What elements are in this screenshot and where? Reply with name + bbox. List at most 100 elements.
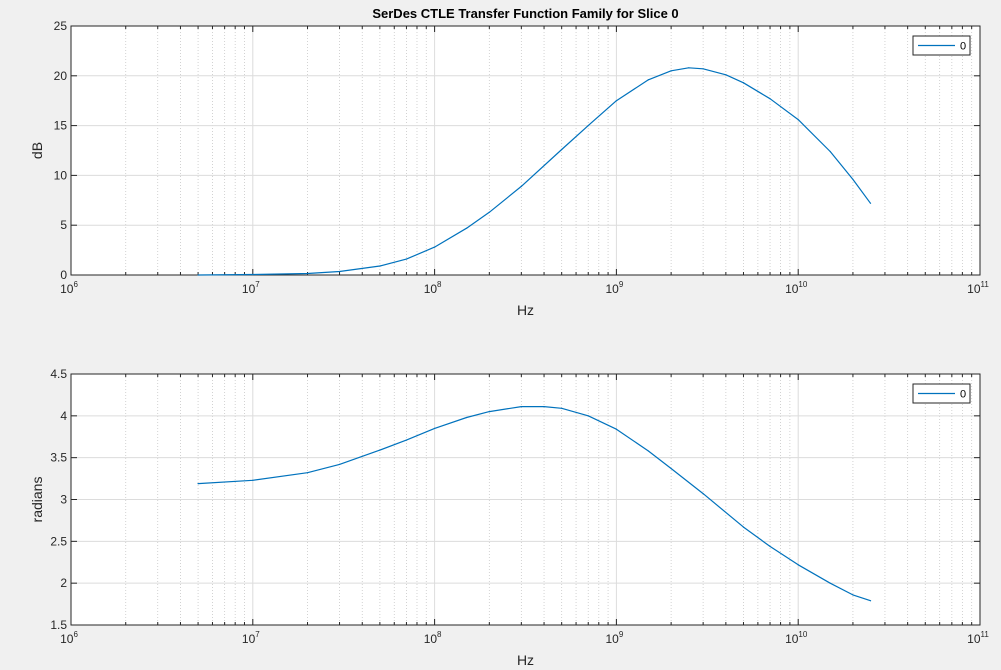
y-tick-label: 1.5 [50, 618, 67, 632]
plot-area [71, 26, 980, 275]
data-point [520, 185, 522, 187]
y-tick-label: 3.5 [50, 451, 67, 465]
data-point [647, 450, 650, 452]
x-tick-label: 109 [605, 630, 623, 646]
data-point [338, 463, 341, 465]
data-point [702, 68, 704, 70]
data-point [379, 449, 381, 451]
y-axis-label: dB [29, 142, 45, 159]
data-point [561, 148, 563, 151]
x-tick-label: 109 [605, 280, 623, 296]
x-tick-exponent: 11 [981, 630, 990, 639]
data-point [306, 472, 309, 474]
data-point [520, 406, 522, 408]
x-tick-base: 10 [242, 632, 256, 646]
x-tick-label: 106 [60, 630, 78, 646]
x-tick-label: 107 [242, 630, 260, 646]
y-tick-label: 0 [60, 268, 67, 282]
y-tick-label: 4 [60, 409, 67, 423]
data-point [252, 479, 254, 481]
data-point [829, 582, 831, 584]
data-point [306, 272, 309, 275]
data-point [379, 265, 381, 267]
x-tick-base: 10 [785, 632, 799, 646]
x-axis-label: Hz [517, 652, 534, 668]
series-line-0 [198, 67, 871, 276]
data-point [587, 415, 589, 417]
x-tick-base: 10 [967, 632, 981, 646]
data-point [615, 428, 618, 430]
data-point [670, 70, 672, 72]
data-point [543, 406, 545, 408]
data-point [688, 67, 690, 69]
x-tick-exponent: 11 [981, 280, 990, 289]
x-tick-exponent: 10 [798, 630, 807, 639]
data-point [405, 258, 408, 260]
x-tick-base: 10 [605, 632, 619, 646]
data-point [647, 79, 650, 81]
data-point [434, 427, 436, 429]
data-point [466, 227, 468, 229]
x-tick-base: 10 [785, 282, 799, 296]
data-point [615, 100, 618, 102]
x-tick-label: 107 [242, 280, 260, 296]
data-point [587, 125, 589, 127]
data-point [797, 119, 799, 121]
x-tick-exponent: 10 [798, 280, 807, 289]
y-tick-label: 4.5 [50, 367, 67, 381]
axes-box [70, 25, 981, 276]
x-tick-base: 10 [60, 282, 74, 296]
x-tick-exponent: 6 [73, 280, 78, 289]
x-tick-exponent: 6 [73, 630, 78, 639]
y-axis-label: radians [29, 477, 45, 523]
x-tick-base: 10 [242, 282, 256, 296]
data-point [488, 211, 490, 213]
data-point [769, 545, 771, 547]
x-tick-label: 108 [424, 280, 442, 296]
x-tick-exponent: 7 [255, 280, 260, 289]
x-axis-label: Hz [517, 302, 534, 318]
data-point [742, 526, 745, 528]
data-point [725, 74, 727, 76]
chart-title: SerDes CTLE Transfer Function Family for… [372, 6, 678, 21]
x-tick-exponent: 9 [619, 280, 624, 289]
x-tick-exponent: 8 [437, 630, 442, 639]
x-tick-base: 10 [424, 632, 438, 646]
data-point [488, 411, 490, 413]
x-tick-label: 1010 [785, 630, 808, 646]
data-point [405, 439, 408, 441]
data-point [434, 246, 436, 248]
x-tick-exponent: 8 [437, 280, 442, 289]
y-tick-label: 20 [54, 69, 68, 83]
y-tick-label: 5 [60, 218, 67, 232]
data-point [197, 274, 199, 276]
data-point [797, 564, 799, 566]
legend-label: 0 [960, 41, 966, 53]
x-tick-label: 1010 [785, 280, 808, 296]
data-point [852, 594, 854, 596]
x-tick-label: 108 [424, 630, 442, 646]
data-point [869, 202, 872, 204]
data-point [670, 467, 672, 470]
x-tick-base: 10 [424, 282, 438, 296]
data-point [869, 600, 872, 602]
data-point [702, 493, 704, 495]
data-point [338, 270, 341, 273]
y-tick-label: 2.5 [50, 534, 67, 548]
data-point [466, 416, 468, 419]
legend-label: 0 [960, 389, 966, 401]
x-tick-exponent: 7 [255, 630, 260, 639]
data-point [829, 150, 831, 153]
x-tick-base: 10 [605, 282, 619, 296]
data-point [852, 178, 854, 180]
y-tick-label: 25 [54, 19, 68, 33]
data-point [742, 82, 745, 84]
data-point [561, 407, 563, 409]
y-tick-label: 15 [54, 119, 68, 133]
y-tick-label: 2 [60, 576, 67, 590]
x-tick-label: 1011 [967, 630, 989, 646]
x-tick-base: 10 [967, 282, 981, 296]
